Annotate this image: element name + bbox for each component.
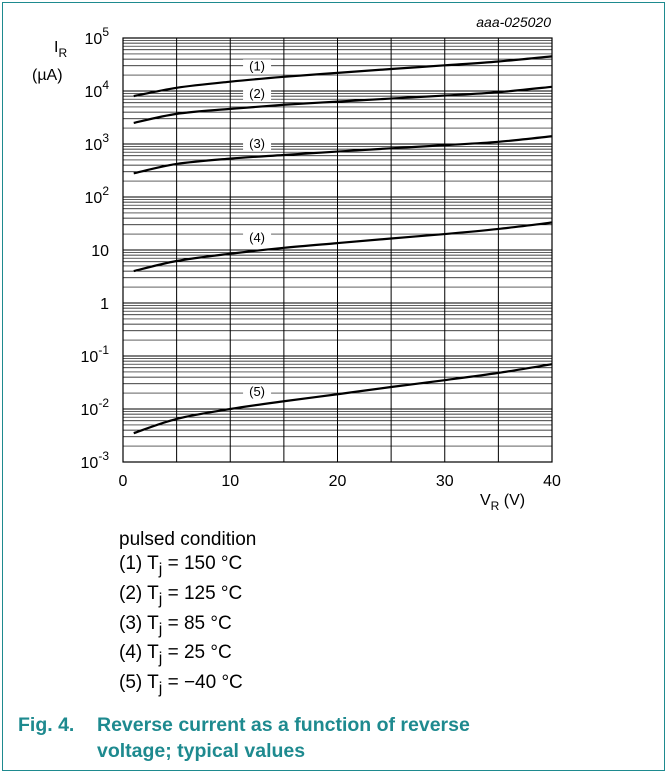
curve-label-bg [243,230,272,244]
x-tick-label: 10 [221,473,239,490]
x-tick-label: 0 [119,473,128,490]
y-tick-label: 104 [85,78,110,101]
y-tick-label: 105 [85,25,110,48]
y-tick-label: 102 [85,184,110,207]
condition-line-5: (5) Tj = −40 °C [119,672,243,697]
x-axis-label: VR (V) [480,492,525,513]
curve-label-5: (5) [249,384,265,399]
y-tick-label: 1 [100,296,109,313]
figure-number: Fig. 4. [18,714,75,736]
series-curve-4 [133,221,553,273]
curve-label-3: (3) [249,136,265,151]
y-tick-label: 10-3 [81,449,110,472]
y-tick-label: 10-2 [81,396,110,419]
y-tick-label: 103 [85,131,110,154]
x-tick-label: 20 [329,473,347,490]
condition-line-2: (2) Tj = 125 °C [119,582,243,608]
y-tick-label: 10 [91,243,109,260]
y-axis-label: IR [54,39,67,60]
curve-label-1: (1) [249,58,265,73]
series-curve-3 [133,135,553,175]
caption-line-1: Reverse current as a function of reverse [97,714,470,736]
conditions-legend: pulsed condition (1) Tj = 150 °C (2) Tj … [119,528,256,701]
curve-label-bg [243,86,272,100]
conditions-title: pulsed condition [119,529,257,550]
x-tick-label: 30 [436,473,454,490]
caption-line-2: voltage; typical values [97,740,306,762]
x-tick-label: 40 [543,473,561,490]
plot-frame [122,37,553,463]
curve-label-4: (4) [249,230,265,245]
curve-label-bg [243,136,272,150]
curve-label-bg [243,59,272,73]
y-axis-unit: (µA) [32,67,63,84]
curve-label-bg [243,385,272,399]
condition-line-3: (3) Tj = 85 °C [119,612,232,638]
condition-line-1: (1) Tj = 150 °C [119,553,243,578]
series-curve-1 [133,55,553,98]
condition-line-4: (4) Tj = 25 °C [119,642,232,668]
curve-label-2: (2) [249,86,265,101]
series-curve-2 [133,85,553,124]
figure-code: aaa-025020 [476,14,551,30]
y-tick-label: 10-1 [81,343,110,366]
series-curve-5 [133,363,553,435]
figure-caption: Fig. 4. Reverse current as a function of … [18,712,470,764]
